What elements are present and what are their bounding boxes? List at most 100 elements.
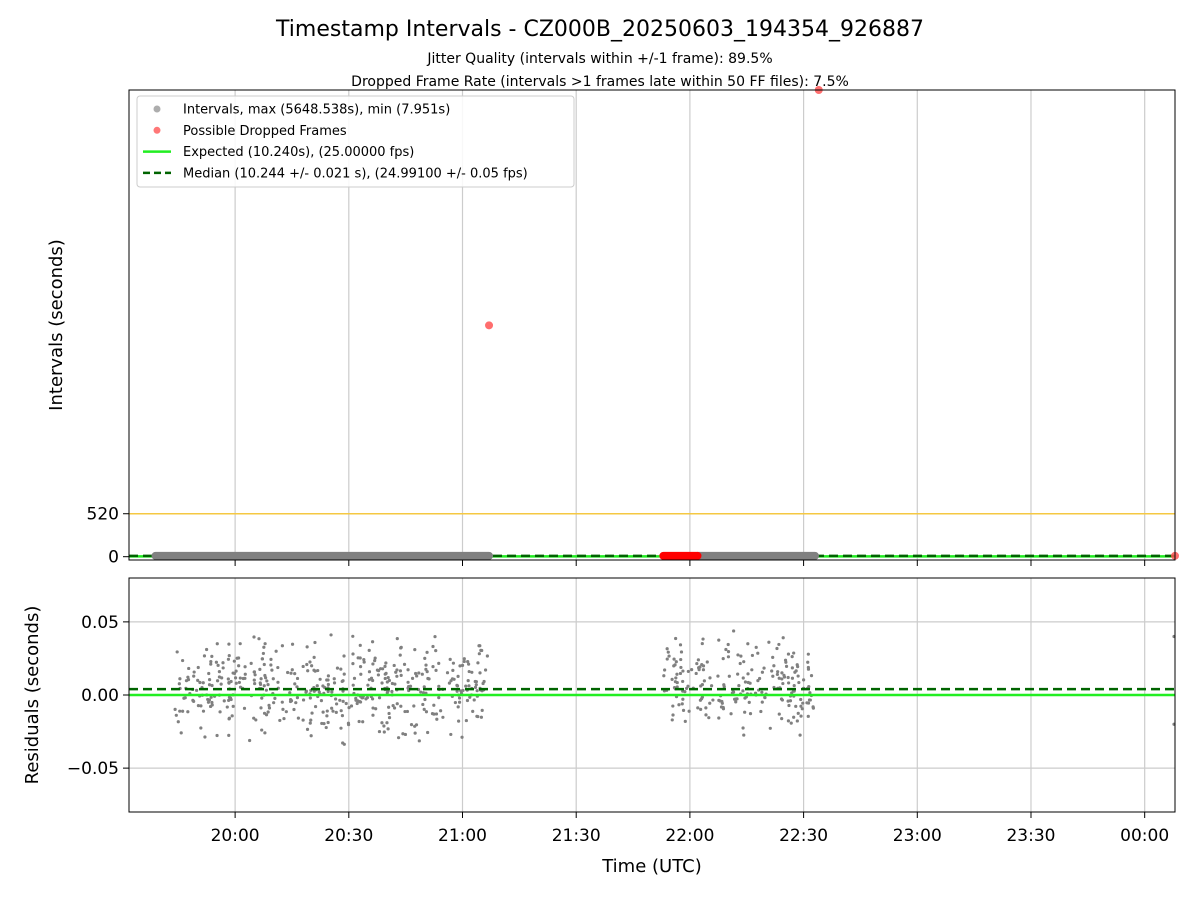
residual-point bbox=[386, 727, 390, 731]
residual-point bbox=[736, 653, 740, 657]
residual-point bbox=[242, 706, 247, 710]
residual-point bbox=[468, 695, 472, 699]
top-plot-data bbox=[151, 86, 1179, 560]
residual-point bbox=[186, 678, 191, 682]
residual-point bbox=[717, 638, 721, 642]
x-tick-label: 00:00 bbox=[1120, 826, 1169, 846]
residual-point bbox=[784, 660, 788, 664]
residual-point bbox=[210, 683, 214, 688]
residual-point bbox=[382, 724, 386, 728]
residual-point bbox=[724, 647, 728, 652]
residual-point bbox=[662, 674, 666, 678]
residual-point bbox=[231, 671, 235, 675]
residual-point bbox=[679, 650, 684, 654]
residual-point bbox=[301, 664, 305, 669]
residual-point bbox=[789, 721, 793, 725]
residual-point bbox=[231, 704, 235, 708]
residual-point bbox=[278, 718, 282, 723]
residual-point bbox=[387, 715, 392, 720]
residual-point bbox=[221, 661, 225, 665]
residual-point bbox=[697, 666, 701, 670]
residual-point bbox=[698, 698, 703, 702]
residual-point bbox=[351, 683, 355, 687]
residual-point bbox=[448, 657, 452, 661]
residual-point bbox=[234, 669, 238, 673]
chart-subtitle-dropped: Dropped Frame Rate (intervals >1 frames … bbox=[351, 74, 849, 90]
x-tick-label: 22:00 bbox=[665, 826, 714, 846]
residual-point bbox=[371, 662, 375, 666]
residual-point bbox=[340, 713, 345, 718]
residual-point bbox=[196, 704, 201, 708]
residual-point bbox=[309, 718, 313, 722]
residual-point bbox=[777, 676, 781, 680]
residual-point bbox=[746, 680, 750, 685]
residual-point bbox=[449, 732, 453, 737]
residual-point bbox=[679, 657, 683, 662]
residual-point bbox=[760, 700, 764, 704]
residual-point bbox=[780, 677, 784, 681]
residual-point bbox=[331, 709, 335, 713]
residual-point bbox=[346, 721, 351, 725]
residual-point bbox=[781, 636, 785, 640]
residual-point bbox=[458, 664, 462, 668]
residual-point bbox=[325, 714, 329, 718]
residual-point bbox=[673, 663, 677, 667]
residual-point bbox=[483, 668, 488, 672]
residual-point bbox=[762, 666, 766, 670]
residual-point bbox=[399, 704, 403, 708]
residual-point bbox=[788, 699, 793, 703]
residual-point bbox=[701, 668, 706, 672]
residual-point bbox=[266, 710, 270, 714]
top-plot-ticks: 0 520 bbox=[87, 505, 1146, 568]
residual-point bbox=[741, 676, 745, 680]
residual-point bbox=[681, 669, 685, 673]
residual-point bbox=[395, 674, 399, 678]
residual-point bbox=[457, 696, 462, 700]
residual-point bbox=[192, 670, 196, 674]
residual-point bbox=[465, 698, 470, 703]
residual-point bbox=[466, 679, 470, 683]
residual-point bbox=[667, 654, 671, 658]
residual-point bbox=[461, 688, 465, 693]
residual-point bbox=[417, 739, 421, 743]
legend-label: Intervals, max (5648.538s), min (7.951s) bbox=[183, 103, 450, 118]
residual-point bbox=[799, 714, 803, 718]
legend-label: Median (10.244 +/- 0.021 s), (24.99100 +… bbox=[183, 166, 528, 181]
residual-point bbox=[201, 709, 206, 713]
residual-point bbox=[374, 707, 378, 711]
residual-point bbox=[700, 641, 704, 646]
residual-point bbox=[305, 645, 309, 649]
residual-point bbox=[326, 674, 330, 678]
residual-point bbox=[386, 676, 390, 680]
residual-point bbox=[760, 670, 765, 674]
residual-point bbox=[696, 706, 700, 710]
residual-point bbox=[310, 664, 314, 668]
residual-point bbox=[726, 655, 731, 659]
residual-point bbox=[257, 637, 261, 641]
residual-point bbox=[253, 681, 257, 686]
residual-point bbox=[726, 650, 731, 654]
residual-point bbox=[289, 671, 293, 675]
residual-point bbox=[313, 704, 318, 709]
bottom-plot-data bbox=[173, 629, 1176, 746]
residual-point bbox=[734, 700, 738, 704]
residual-point bbox=[786, 652, 791, 656]
residual-point bbox=[799, 704, 803, 708]
residual-point bbox=[709, 684, 714, 688]
residual-point bbox=[260, 728, 264, 732]
residual-point bbox=[380, 721, 384, 725]
residual-point bbox=[674, 636, 678, 641]
residual-point bbox=[181, 709, 185, 713]
residual-point bbox=[768, 726, 772, 730]
chart-subtitle-jitter: Jitter Quality (intervals within +/-1 fr… bbox=[426, 51, 772, 67]
residual-point bbox=[305, 727, 310, 732]
residual-point bbox=[434, 712, 439, 716]
bottom-y-tick-label: −0.05 bbox=[67, 759, 119, 779]
residual-point bbox=[288, 691, 292, 695]
residual-point bbox=[470, 670, 474, 674]
residual-point bbox=[260, 696, 264, 700]
residual-point bbox=[205, 647, 209, 652]
residual-point bbox=[373, 656, 377, 660]
residual-point bbox=[387, 711, 391, 716]
top-plot-reference-lines bbox=[129, 512, 1175, 558]
